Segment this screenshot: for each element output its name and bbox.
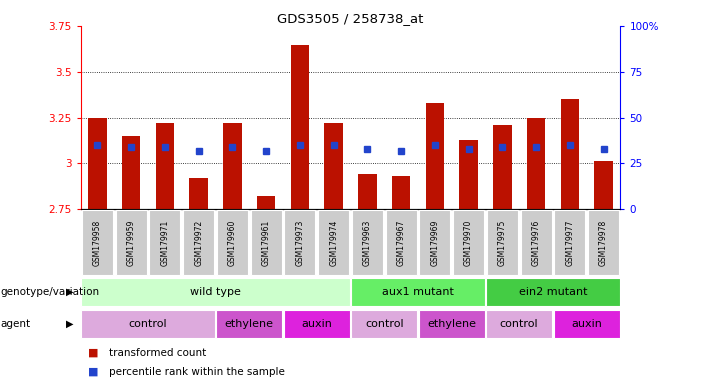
Bar — [386, 210, 416, 275]
Text: GSM179978: GSM179978 — [599, 219, 608, 266]
Text: ▶: ▶ — [67, 287, 74, 297]
Bar — [217, 210, 248, 275]
Text: control: control — [500, 319, 538, 329]
Text: auxin: auxin — [571, 319, 602, 329]
Text: control: control — [129, 319, 168, 329]
Text: control: control — [365, 319, 404, 329]
Bar — [257, 196, 275, 209]
Bar — [251, 210, 282, 275]
Bar — [561, 99, 579, 209]
Text: GSM179959: GSM179959 — [127, 219, 136, 266]
Bar — [325, 123, 343, 209]
Bar — [183, 210, 215, 275]
Text: wild type: wild type — [190, 287, 241, 297]
Bar — [521, 210, 552, 275]
Bar — [418, 310, 485, 338]
Bar — [594, 161, 613, 209]
Text: GSM179975: GSM179975 — [498, 219, 507, 266]
Text: percentile rank within the sample: percentile rank within the sample — [109, 367, 285, 377]
Text: ■: ■ — [88, 348, 98, 358]
Title: GDS3505 / 258738_at: GDS3505 / 258738_at — [278, 12, 423, 25]
Bar — [284, 310, 350, 338]
Text: GSM179967: GSM179967 — [397, 219, 406, 266]
Text: GSM179973: GSM179973 — [295, 219, 304, 266]
Bar — [223, 123, 242, 209]
Text: GSM179977: GSM179977 — [565, 219, 574, 266]
Text: GSM179961: GSM179961 — [261, 219, 271, 266]
Bar — [486, 278, 620, 306]
Bar — [358, 174, 376, 209]
Bar — [554, 210, 585, 275]
Bar — [351, 310, 417, 338]
Text: GSM179960: GSM179960 — [228, 219, 237, 266]
Bar — [554, 310, 620, 338]
Bar — [291, 45, 309, 209]
Bar — [116, 210, 147, 275]
Bar — [216, 310, 283, 338]
Text: GSM179971: GSM179971 — [161, 219, 170, 266]
Bar — [493, 125, 512, 209]
Bar — [81, 278, 350, 306]
Text: GSM179974: GSM179974 — [329, 219, 338, 266]
Bar — [419, 210, 450, 275]
Bar — [351, 278, 485, 306]
Bar — [318, 210, 349, 275]
Text: GSM179972: GSM179972 — [194, 219, 203, 266]
Bar — [156, 123, 175, 209]
Text: ethylene: ethylene — [427, 319, 476, 329]
Bar — [392, 176, 410, 209]
Bar — [426, 103, 444, 209]
Text: aux1 mutant: aux1 mutant — [382, 287, 454, 297]
Text: auxin: auxin — [301, 319, 332, 329]
Text: GSM179969: GSM179969 — [430, 219, 440, 266]
Text: agent: agent — [1, 319, 31, 329]
Text: ethylene: ethylene — [225, 319, 274, 329]
Bar — [285, 210, 315, 275]
Text: ein2 mutant: ein2 mutant — [519, 287, 587, 297]
Bar — [189, 178, 208, 209]
Bar — [588, 210, 619, 275]
Bar — [486, 310, 552, 338]
Bar — [486, 210, 518, 275]
Text: ■: ■ — [88, 367, 98, 377]
Bar — [149, 210, 180, 275]
Text: ▶: ▶ — [67, 319, 74, 329]
Bar — [82, 210, 113, 275]
Bar — [526, 118, 545, 209]
Bar — [88, 118, 107, 209]
Text: GSM179970: GSM179970 — [464, 219, 473, 266]
Text: transformed count: transformed count — [109, 348, 206, 358]
Text: GSM179958: GSM179958 — [93, 219, 102, 266]
Text: GSM179976: GSM179976 — [531, 219, 540, 266]
Text: genotype/variation: genotype/variation — [1, 287, 100, 297]
Bar — [122, 136, 140, 209]
Bar — [352, 210, 383, 275]
Bar — [459, 139, 478, 209]
Text: GSM179963: GSM179963 — [363, 219, 372, 266]
Bar — [453, 210, 484, 275]
Bar — [81, 310, 215, 338]
